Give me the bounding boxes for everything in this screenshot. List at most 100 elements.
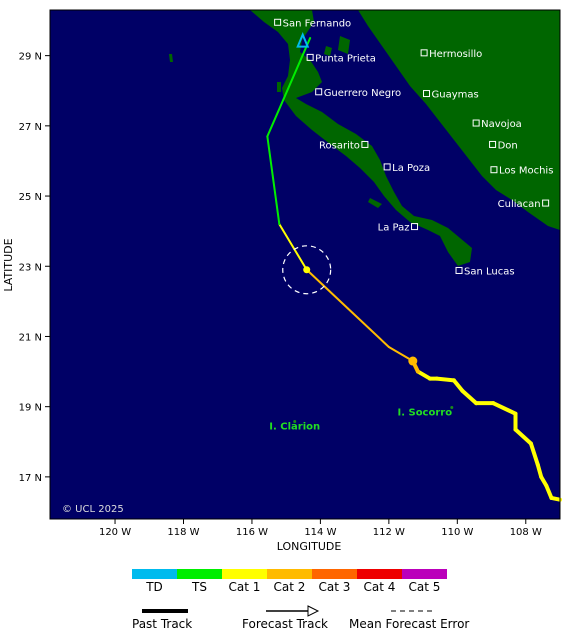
current-position-dot bbox=[408, 356, 418, 366]
category-label: Cat 3 bbox=[318, 580, 351, 594]
category-swatch bbox=[357, 569, 402, 579]
town-marker bbox=[490, 166, 498, 174]
town-label: Navojoa bbox=[481, 119, 522, 130]
margarita-island bbox=[368, 198, 382, 208]
lat-tick-label: 29 N bbox=[19, 52, 42, 63]
town-label: San Fernando bbox=[283, 18, 352, 29]
lat-tick-label: 21 N bbox=[19, 332, 42, 343]
category-label: Cat 2 bbox=[273, 580, 306, 594]
past-track-segment bbox=[544, 483, 554, 500]
lat-tick-label: 23 N bbox=[19, 262, 42, 273]
category-label: TS bbox=[192, 580, 207, 594]
forecast-track-segment bbox=[266, 135, 281, 226]
past-track-label: Past Track bbox=[132, 617, 192, 631]
town-label: Rosarito bbox=[319, 140, 360, 151]
town-marker bbox=[455, 266, 463, 274]
forecast-position-dot bbox=[303, 266, 311, 274]
map-svg: San Fernando Hermosillo Punta Prieta Guerre… bbox=[2, 9, 562, 553]
town-marker bbox=[306, 53, 314, 61]
longitude-axis-label: LONGITUDE bbox=[277, 540, 342, 553]
forecast-track-segment bbox=[387, 345, 414, 363]
island-label: I. Socorro bbox=[397, 407, 452, 418]
town-marker bbox=[383, 163, 391, 171]
forecast-end-marker bbox=[296, 31, 310, 48]
forecast-track-segment bbox=[305, 268, 349, 310]
town-marker bbox=[274, 18, 282, 26]
track-legend: Past Track Forecast Track Mean Forecast … bbox=[132, 605, 469, 631]
lat-tick-label: 17 N bbox=[19, 473, 42, 484]
category-label: Cat 1 bbox=[228, 580, 261, 594]
town-label: San Lucas bbox=[464, 266, 515, 277]
category-swatch bbox=[132, 569, 177, 579]
past-track-segment bbox=[535, 462, 544, 479]
lon-tick-label: 114 W bbox=[304, 527, 336, 538]
town-layer: San Fernando Hermosillo Punta Prieta Guerre… bbox=[274, 18, 553, 277]
lon-tick-label: 112 W bbox=[373, 527, 405, 538]
town-label: Culiacan bbox=[498, 199, 541, 210]
town-label: Guerrero Negro bbox=[324, 88, 401, 99]
lon-tick-label: 116 W bbox=[236, 527, 268, 538]
forecast-track-label: Forecast Track bbox=[242, 617, 328, 631]
town-label: La Paz bbox=[378, 223, 410, 234]
tiburon-island bbox=[338, 36, 350, 54]
past-track-segment bbox=[528, 441, 540, 467]
storm-track-map: San Fernando Hermosillo Punta Prieta Guerre… bbox=[2, 9, 562, 553]
track-layer bbox=[266, 31, 562, 502]
town-marker bbox=[472, 119, 480, 127]
town-label: Los Mochis bbox=[499, 166, 553, 177]
mainland-mexico bbox=[358, 10, 560, 230]
lon-tick-label: 110 W bbox=[441, 527, 473, 538]
forecast-track-segment bbox=[278, 223, 308, 271]
past-track-segment bbox=[460, 388, 479, 406]
lon-tick-label: 108 W bbox=[510, 527, 542, 538]
town-marker bbox=[315, 88, 323, 96]
category-swatch bbox=[267, 569, 312, 579]
island-marker bbox=[293, 419, 297, 423]
guadalupe-island bbox=[169, 54, 173, 62]
lat-tick-label: 27 N bbox=[19, 122, 42, 133]
axis-layer: 29 N 27 N 25 N 23 N 21 N 19 N 17 N 120 W 118 W 11… bbox=[19, 9, 561, 538]
category-swatch bbox=[177, 569, 222, 579]
town-label: Don bbox=[498, 140, 518, 151]
lon-tick-label: 118 W bbox=[167, 527, 199, 538]
category-swatch bbox=[222, 569, 267, 579]
category-label: Cat 5 bbox=[408, 580, 441, 594]
town-marker bbox=[420, 49, 428, 57]
past-track-segment bbox=[491, 401, 518, 416]
town-label: Hermosillo bbox=[429, 49, 482, 60]
cedros-island bbox=[277, 82, 281, 92]
town-marker bbox=[361, 140, 369, 148]
island-label: I. Clarion bbox=[269, 421, 320, 432]
category-label: Cat 4 bbox=[363, 580, 396, 594]
past-track-segment bbox=[451, 378, 465, 393]
forecast-error-circle bbox=[282, 245, 332, 295]
lat-tick-label: 19 N bbox=[19, 403, 42, 414]
town-marker bbox=[489, 140, 497, 148]
past-track-segment bbox=[434, 376, 456, 383]
island-marker bbox=[450, 405, 454, 409]
past-track-segment bbox=[415, 369, 432, 381]
forecast-track-segment bbox=[266, 37, 312, 138]
island-layer: I. Clarion I. Socorro bbox=[269, 405, 454, 432]
land-masses bbox=[169, 10, 560, 266]
category-swatch bbox=[402, 569, 447, 579]
town-label: La Poza bbox=[392, 163, 430, 174]
forecast-arrow-icon bbox=[307, 605, 320, 617]
lon-tick-label: 120 W bbox=[99, 527, 131, 538]
baja-california-peninsula bbox=[250, 10, 472, 266]
category-swatch bbox=[312, 569, 357, 579]
town-marker bbox=[411, 223, 419, 231]
category-color-bar bbox=[132, 569, 447, 579]
past-track-segment bbox=[513, 427, 533, 446]
town-marker bbox=[542, 199, 550, 207]
category-labels: TD TS Cat 1 Cat 2 Cat 3 Cat 4 Cat 5 bbox=[132, 580, 447, 594]
category-label: TD bbox=[146, 580, 163, 594]
error-label: Mean Forecast Error bbox=[349, 617, 469, 631]
lat-tick-label: 25 N bbox=[19, 192, 42, 203]
town-label: Punta Prieta bbox=[315, 53, 376, 64]
forecast-track-segment bbox=[346, 307, 390, 348]
map-frame-border bbox=[49, 9, 561, 520]
town-marker bbox=[423, 90, 431, 98]
gulf-island bbox=[324, 46, 332, 56]
town-label: Guaymas bbox=[432, 90, 479, 101]
